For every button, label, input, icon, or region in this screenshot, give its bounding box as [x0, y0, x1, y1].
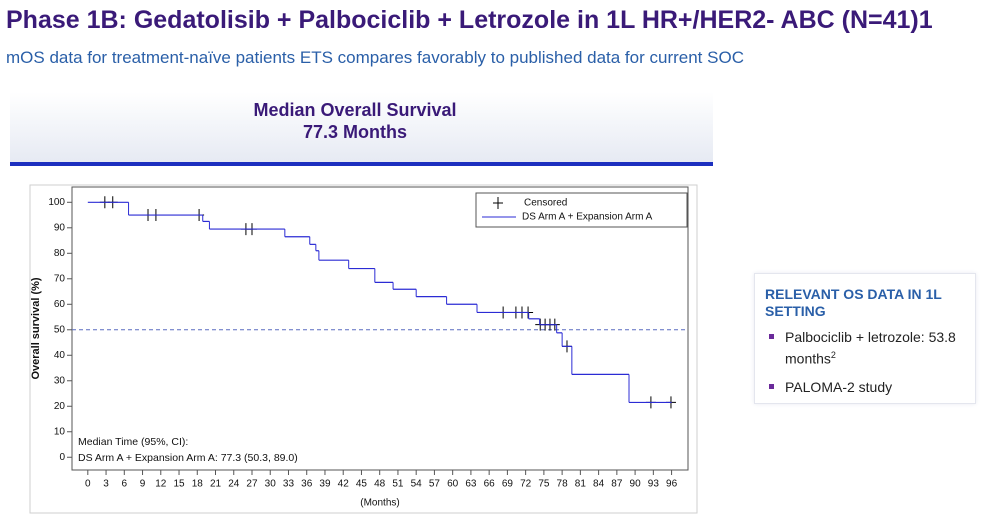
x-tick-label: 63	[465, 479, 477, 490]
x-tick-label: 48	[374, 479, 386, 490]
x-tick-label: 87	[611, 479, 623, 490]
x-tick-label: 6	[122, 479, 128, 490]
x-tick-label: 0	[85, 479, 91, 490]
chart-border	[29, 184, 698, 514]
x-tick-label: 93	[648, 479, 660, 490]
banner-line: 77.3 Months	[302, 122, 408, 142]
x-tick-label: 9	[140, 479, 146, 490]
x-axis-label: (Months)	[360, 498, 399, 509]
x-tick-label: 15	[173, 479, 185, 490]
side-item-text: Palbociclib + letrozole: 53.8 months	[785, 329, 956, 367]
x-tick-label: 60	[447, 479, 459, 490]
annotation: Median Time (95%, CI):	[78, 436, 188, 448]
y-tick-label: 40	[54, 350, 66, 361]
x-tick-label: 75	[538, 479, 550, 490]
x-tick-label: 18	[192, 479, 204, 490]
side-list: Palbociclib + letrozole: 53.8 months2 PAL…	[765, 328, 965, 396]
x-tick-label: 51	[392, 479, 404, 490]
x-tick-label: 24	[228, 479, 240, 490]
y-tick-label: 60	[54, 299, 66, 310]
side-item: Palbociclib + letrozole: 53.8 months2	[765, 328, 965, 368]
side-item-text: PALOMA-2 study	[785, 378, 893, 395]
x-tick-label: 72	[520, 479, 532, 490]
side-item: PALOMA-2 study	[765, 378, 965, 396]
x-tick-label: 90	[630, 479, 642, 490]
x-tick-label: 33	[283, 479, 295, 490]
plot-frame	[71, 186, 689, 471]
x-tick-label: 30	[265, 479, 277, 490]
title: Phase 1B: Gedatolisib + Palbociclib + Le…	[6, 6, 933, 34]
x-tick-label: 12	[155, 479, 167, 490]
x-tick-label: 36	[301, 479, 313, 490]
x-tick-label: 84	[593, 479, 605, 490]
x-tick-label: 81	[575, 479, 587, 490]
banner-line: Median Overall Survival	[253, 100, 457, 120]
y-tick-label: 90	[54, 222, 66, 233]
legend-box	[475, 192, 688, 228]
x-tick-label: 57	[429, 479, 441, 490]
y-tick-label: 20	[54, 401, 66, 412]
x-tick-label: 42	[338, 479, 350, 490]
annotation: DS Arm A + Expansion Arm A: 77.3 (50.3, …	[78, 452, 298, 464]
y-tick-label: 50	[54, 324, 66, 335]
x-tick-label: 21	[210, 479, 222, 490]
legend-marker	[493, 197, 503, 209]
x-tick-label: 3	[103, 479, 109, 490]
x-tick-label: 69	[502, 479, 514, 490]
x-tick-label: 45	[356, 479, 368, 490]
y-tick-label: 70	[54, 273, 66, 284]
x-tick-label: 27	[246, 479, 258, 490]
y-tick-label: 100	[48, 197, 65, 208]
y-tick-label: 0	[59, 452, 65, 463]
x-tick-label: 66	[484, 479, 496, 490]
x-tick-label: 78	[557, 479, 569, 490]
y-tick-label: 30	[54, 375, 66, 386]
footnote: 2	[830, 350, 836, 360]
y-tick-label: 80	[54, 248, 66, 259]
legend-label: DS Arm A + Expansion Arm A	[522, 212, 653, 223]
legend-label: Censored	[524, 198, 567, 209]
y-axis-label: Overall survival (%)	[30, 277, 42, 379]
subtitle: mOS data for treatment-naïve patients ET…	[6, 48, 744, 67]
x-tick-label: 54	[411, 479, 423, 490]
side-panel: RELEVANT OS DATA IN 1L SETTING Palbocicl…	[754, 273, 976, 404]
side-heading: RELEVANT OS DATA IN 1L SETTING	[765, 286, 942, 319]
y-tick-label: 10	[54, 426, 66, 437]
x-tick-label: 39	[319, 479, 331, 490]
banner: Median Overall Survival 77.3 Months	[10, 92, 713, 166]
x-tick-label: 96	[666, 479, 678, 490]
